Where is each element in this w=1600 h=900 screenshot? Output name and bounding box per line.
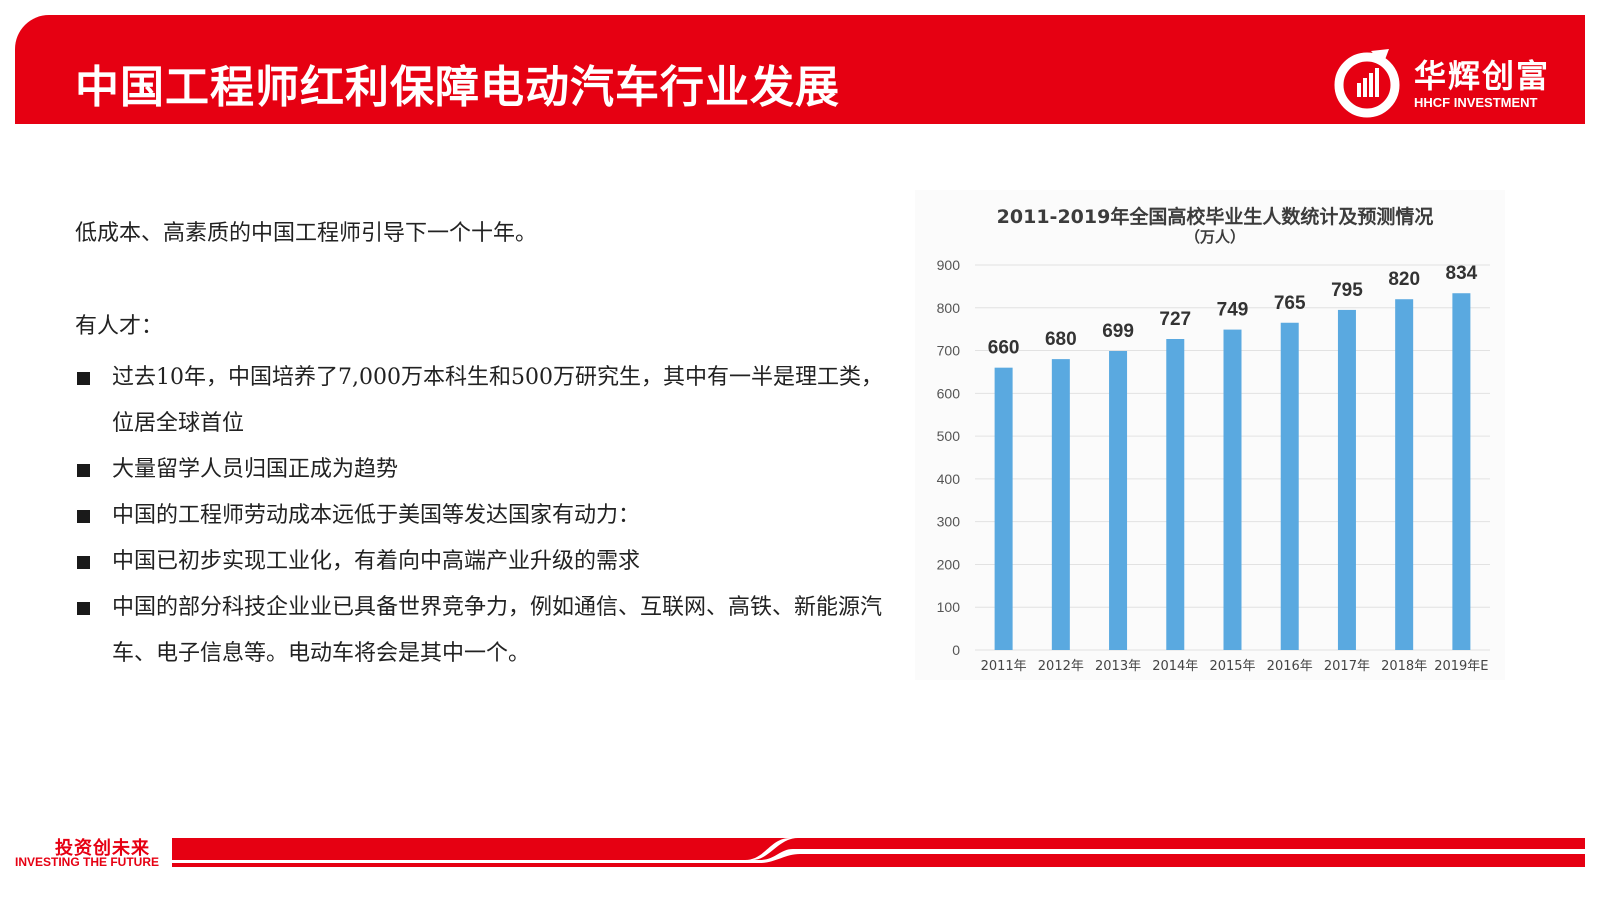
square-bullet-icon	[77, 602, 90, 615]
square-bullet-icon	[77, 556, 90, 569]
data-label: 765	[1274, 293, 1306, 314]
company-logo: 华辉创富 HHCF INVESTMENT	[1331, 45, 1591, 125]
y-tick-label: 400	[937, 471, 961, 487]
bar	[1395, 299, 1414, 650]
y-tick-label: 500	[937, 428, 961, 444]
data-label: 699	[1102, 321, 1134, 342]
bullet-list: 过去10年，中国培养了7,000万本科生和500万研究生，其中有一半是理工类，位…	[75, 355, 895, 677]
bullet-text: 大量留学人员归国正成为趋势	[112, 457, 399, 482]
x-tick-label: 2014年	[1152, 659, 1198, 674]
y-tick-label: 200	[937, 556, 961, 572]
footer-slogan-en: INVESTING THE FUTURE	[15, 855, 160, 869]
x-tick-label: 2013年	[1095, 659, 1141, 674]
logo-text-cn: 华辉创富	[1414, 57, 1551, 95]
list-item: 中国的部分科技企业业已具备世界竞争力，例如通信、互联网、高铁、新能源汽车、电子信…	[75, 585, 895, 677]
square-bullet-icon	[77, 464, 90, 477]
bar	[1109, 350, 1128, 650]
chart-title: 2011-2019年全国高校毕业生人数统计及预测情况	[996, 206, 1434, 228]
x-tick-label: 2017年	[1324, 659, 1370, 674]
square-bullet-icon	[77, 372, 90, 385]
footer-stripes	[172, 838, 1585, 867]
footer: 投资创未来 INVESTING THE FUTURE	[0, 830, 1600, 875]
data-label: 795	[1331, 280, 1363, 301]
y-tick-label: 800	[937, 300, 961, 316]
x-tick-label: 2015年	[1209, 659, 1255, 674]
bar	[1337, 309, 1356, 650]
list-item: 中国已初步实现工业化，有着向中高端产业升级的需求	[75, 539, 895, 585]
bar-chart: 2011-2019年全国高校毕业生人数统计及预测情况 （万人） 0 100 200 3…	[915, 190, 1505, 680]
list-item: 中国的工程师劳动成本远低于美国等发达国家有动力：	[75, 493, 895, 539]
page-title: 中国工程师红利保障电动汽车行业发展	[75, 62, 840, 113]
y-tick-label: 300	[937, 514, 961, 530]
bullet-text: 中国的部分科技企业业已具备世界竞争力，例如通信、互联网、高铁、新能源汽车、电子信…	[112, 595, 883, 666]
bullet-text: 中国的工程师劳动成本远低于美国等发达国家有动力：	[112, 503, 641, 528]
footer-slogan-cn: 投资创未来	[55, 838, 150, 859]
square-bullet-icon	[77, 510, 90, 523]
talent-heading: 有人才：	[75, 314, 164, 339]
data-label: 680	[1045, 329, 1077, 350]
x-tick-label: 2011年	[981, 659, 1027, 674]
y-tick-label: 100	[937, 599, 961, 615]
logo-ring-icon	[1334, 49, 1400, 118]
x-tick-label: 2019年E	[1434, 659, 1488, 674]
x-tick-label: 2012年	[1038, 659, 1084, 674]
bullet-text: 中国已初步实现工业化，有着向中高端产业升级的需求	[112, 549, 641, 574]
header-banner: 中国工程师红利保障电动汽车行业发展 华辉创富 HHCF INVESTMENT	[15, 15, 1585, 124]
bar	[1166, 339, 1185, 650]
bar	[1280, 322, 1299, 650]
bar	[1452, 293, 1471, 650]
data-label: 749	[1217, 300, 1249, 321]
data-label: 834	[1446, 263, 1478, 284]
y-tick-label: 900	[937, 257, 961, 273]
chart-plot: 0 100 200 300 400 500 600 700 800 900 660 2011年 680 2…	[937, 257, 1490, 674]
data-label: 727	[1159, 309, 1191, 330]
data-label: 660	[988, 338, 1020, 359]
list-item: 大量留学人员归国正成为趋势	[75, 447, 895, 493]
y-tick-label: 0	[952, 642, 960, 658]
x-tick-label: 2016年	[1267, 659, 1313, 674]
bar	[1051, 359, 1070, 650]
intro-text: 低成本、高素质的中国工程师引导下一个十年。	[75, 221, 538, 246]
list-item: 过去10年，中国培养了7,000万本科生和500万研究生，其中有一半是理工类，位…	[75, 355, 895, 447]
y-tick-label: 700	[937, 343, 961, 359]
y-tick-label: 600	[937, 385, 961, 401]
x-tick-label: 2018年	[1381, 659, 1427, 674]
bar	[1223, 329, 1242, 650]
bar	[994, 367, 1013, 650]
chart-unit: （万人）	[1184, 228, 1245, 246]
logo-text-en: HHCF INVESTMENT	[1414, 95, 1538, 110]
data-label: 820	[1388, 269, 1420, 290]
bullet-text: 过去10年，中国培养了7,000万本科生和500万研究生，其中有一半是理工类，位…	[112, 365, 883, 436]
